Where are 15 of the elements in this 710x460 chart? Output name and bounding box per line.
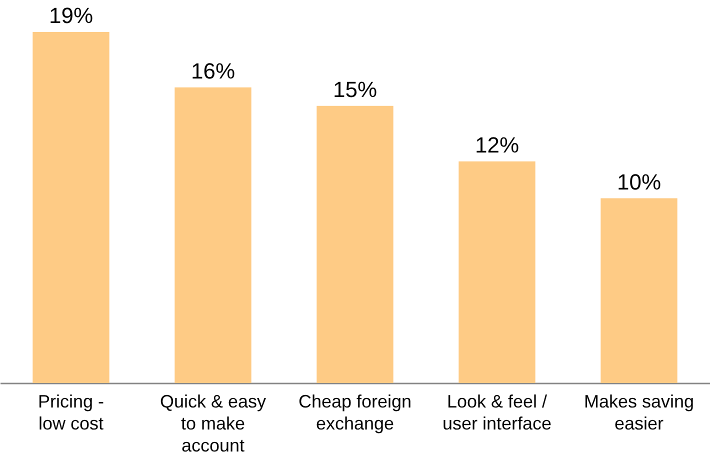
data-label: 19%	[48, 3, 94, 28]
bar	[600, 198, 678, 383]
x-tick-label: Makes saving easier	[584, 392, 694, 434]
data-label: 12%	[474, 132, 520, 158]
bar	[174, 87, 252, 383]
x-tick-label: Look & feel / user interface	[442, 392, 552, 434]
data-label: 10%	[616, 169, 662, 194]
data-label: 15%	[332, 76, 378, 102]
x-tick-label: Cheap foreign exchange	[298, 392, 412, 434]
x-tick-label: Quick & easy to make account	[160, 392, 266, 456]
bar	[316, 106, 394, 383]
bar	[458, 161, 536, 383]
x-tick-label: Pricing - low cost	[38, 392, 104, 434]
data-label: 16%	[190, 58, 236, 84]
bar	[32, 32, 110, 383]
